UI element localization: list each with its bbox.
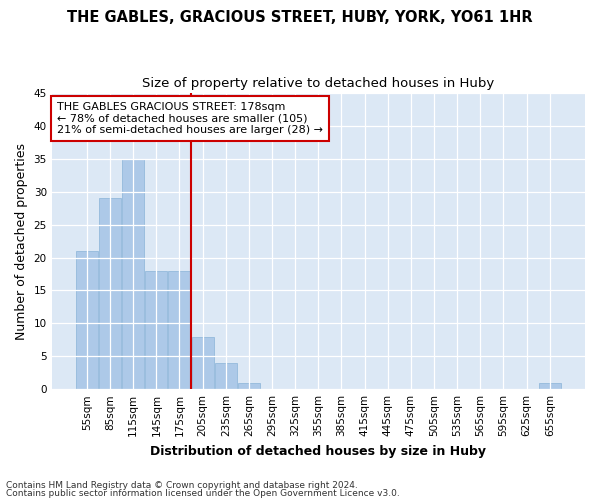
Bar <box>76 251 98 389</box>
Text: THE GABLES, GRACIOUS STREET, HUBY, YORK, YO61 1HR: THE GABLES, GRACIOUS STREET, HUBY, YORK,… <box>67 10 533 25</box>
X-axis label: Distribution of detached houses by size in Huby: Distribution of detached houses by size … <box>151 444 487 458</box>
Text: Contains HM Land Registry data © Crown copyright and database right 2024.: Contains HM Land Registry data © Crown c… <box>6 481 358 490</box>
Bar <box>145 270 167 389</box>
Bar <box>238 382 260 389</box>
Bar <box>539 382 561 389</box>
Title: Size of property relative to detached houses in Huby: Size of property relative to detached ho… <box>142 78 494 90</box>
Text: THE GABLES GRACIOUS STREET: 178sqm
← 78% of detached houses are smaller (105)
21: THE GABLES GRACIOUS STREET: 178sqm ← 78%… <box>57 102 323 135</box>
Bar <box>191 336 214 389</box>
Text: Contains public sector information licensed under the Open Government Licence v3: Contains public sector information licen… <box>6 488 400 498</box>
Bar <box>215 363 237 389</box>
Bar <box>122 159 144 389</box>
Bar <box>99 198 121 389</box>
Bar <box>169 270 190 389</box>
Y-axis label: Number of detached properties: Number of detached properties <box>15 142 28 340</box>
